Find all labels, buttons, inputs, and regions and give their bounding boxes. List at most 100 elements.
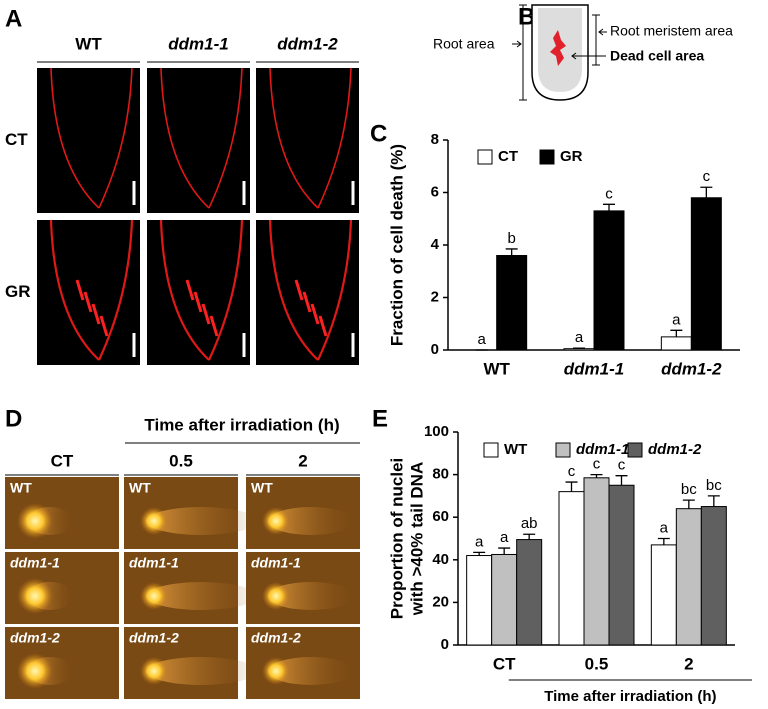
- dead-cells: [75, 279, 85, 301]
- legend-swatch: [483, 442, 499, 458]
- significance-letter: b: [507, 230, 515, 247]
- comet-tail: [268, 582, 354, 610]
- x-tick-label: ddm1-2: [661, 359, 722, 378]
- root-outline: [208, 219, 244, 361]
- comet-head: [262, 657, 290, 685]
- bar: [593, 210, 625, 351]
- error-bar: [707, 495, 720, 507]
- panel-label: D: [5, 405, 22, 432]
- row-label: WT: [10, 480, 32, 496]
- root-outline: [208, 67, 243, 209]
- bar: [516, 539, 543, 646]
- error-bar: [573, 347, 585, 349]
- column-header: WT: [75, 34, 102, 53]
- significance-letter: c: [618, 457, 626, 474]
- legend-label: CT: [498, 148, 518, 165]
- bar: [650, 544, 677, 646]
- y-tick-label: 4: [431, 236, 440, 253]
- comet-head: [17, 653, 53, 689]
- root-diagram: [512, 4, 607, 101]
- bar: [583, 477, 610, 646]
- y-tick-label: 60: [432, 508, 449, 525]
- dead-cells: [209, 315, 219, 337]
- x-tick-label: 2: [684, 654, 693, 673]
- dead-cells: [294, 279, 304, 301]
- error-bar: [657, 537, 670, 545]
- significance-letter: a: [575, 329, 584, 346]
- error-bar: [603, 203, 615, 211]
- y-tick-label: 8: [431, 131, 439, 148]
- dead-cells: [201, 303, 211, 325]
- x-tick-label: 0.5: [585, 654, 609, 673]
- bar: [563, 348, 595, 351]
- x-tick-label: ddm1-1: [564, 359, 624, 378]
- y-tick-label: 100: [424, 423, 449, 440]
- dead-cell-label: Dead cell area: [610, 48, 704, 64]
- root-outline: [50, 67, 100, 209]
- y-axis-label: Proportion of nuclei: [387, 458, 406, 620]
- significance-letter: a: [477, 331, 486, 348]
- root-outline: [49, 219, 100, 361]
- panel-label: E: [372, 405, 388, 432]
- x-axis-label: Time after irradiation (h): [544, 688, 716, 705]
- error-bar: [565, 481, 578, 492]
- comet-head: [140, 582, 168, 610]
- comet-head: [17, 503, 53, 539]
- dead-cells: [99, 315, 109, 337]
- comet-tail: [146, 582, 257, 610]
- dead-cells: [302, 291, 312, 313]
- comet-head: [262, 507, 290, 535]
- y-tick-label: 20: [432, 593, 449, 610]
- column-header: ddm1-2: [277, 34, 338, 53]
- x-tick-label: CT: [493, 654, 516, 673]
- bar: [491, 553, 518, 646]
- bar: [496, 255, 528, 351]
- error-bar: [590, 473, 603, 478]
- dead-cells: [83, 291, 93, 313]
- significance-letter: c: [605, 185, 613, 202]
- comet-tail: [146, 507, 257, 535]
- bar: [466, 555, 493, 646]
- error-bar: [700, 186, 713, 198]
- y-tick-label: 0: [431, 341, 439, 358]
- root-outline: [317, 219, 353, 361]
- column-header: ddm1-1: [168, 34, 228, 53]
- row-label: CT: [5, 130, 28, 149]
- root-outline: [160, 67, 210, 209]
- root-outline: [269, 67, 319, 209]
- dead-cells: [318, 315, 328, 337]
- dead-cells: [310, 303, 320, 325]
- y-axis-label: with >40% tail DNA: [407, 462, 426, 617]
- significance-letter: c: [568, 463, 576, 480]
- significance-letter: c: [593, 456, 601, 473]
- dead-cells: [91, 303, 101, 325]
- comet-head: [140, 507, 168, 535]
- significance-letter: bc: [706, 477, 722, 494]
- bar: [660, 336, 692, 351]
- y-tick-label: 6: [431, 183, 439, 200]
- y-tick-label: 80: [432, 466, 449, 483]
- significance-letter: a: [672, 311, 681, 328]
- row-label: ddm1-2: [10, 630, 60, 646]
- bar: [675, 508, 702, 646]
- root-outline: [268, 219, 319, 361]
- column-header: 2: [298, 451, 307, 470]
- significance-letter: a: [660, 519, 669, 536]
- root-outline: [317, 67, 352, 209]
- bar: [558, 491, 585, 646]
- significance-letter: a: [475, 533, 484, 550]
- row-label: ddm1-1: [10, 555, 60, 571]
- significance-letter: c: [703, 168, 711, 185]
- comet-tail: [268, 657, 354, 685]
- time-header: Time after irradiation (h): [144, 415, 339, 434]
- row-label: WT: [129, 480, 151, 496]
- comet-tail: [268, 507, 354, 535]
- legend-swatch: [477, 149, 493, 165]
- dead-cells: [193, 291, 203, 313]
- error-bar: [682, 499, 695, 509]
- legend-label: ddm1-2: [648, 441, 702, 458]
- error-bar: [523, 533, 536, 540]
- x-tick-label: WT: [483, 359, 510, 378]
- meristem-area-label: Root meristem area: [610, 23, 733, 39]
